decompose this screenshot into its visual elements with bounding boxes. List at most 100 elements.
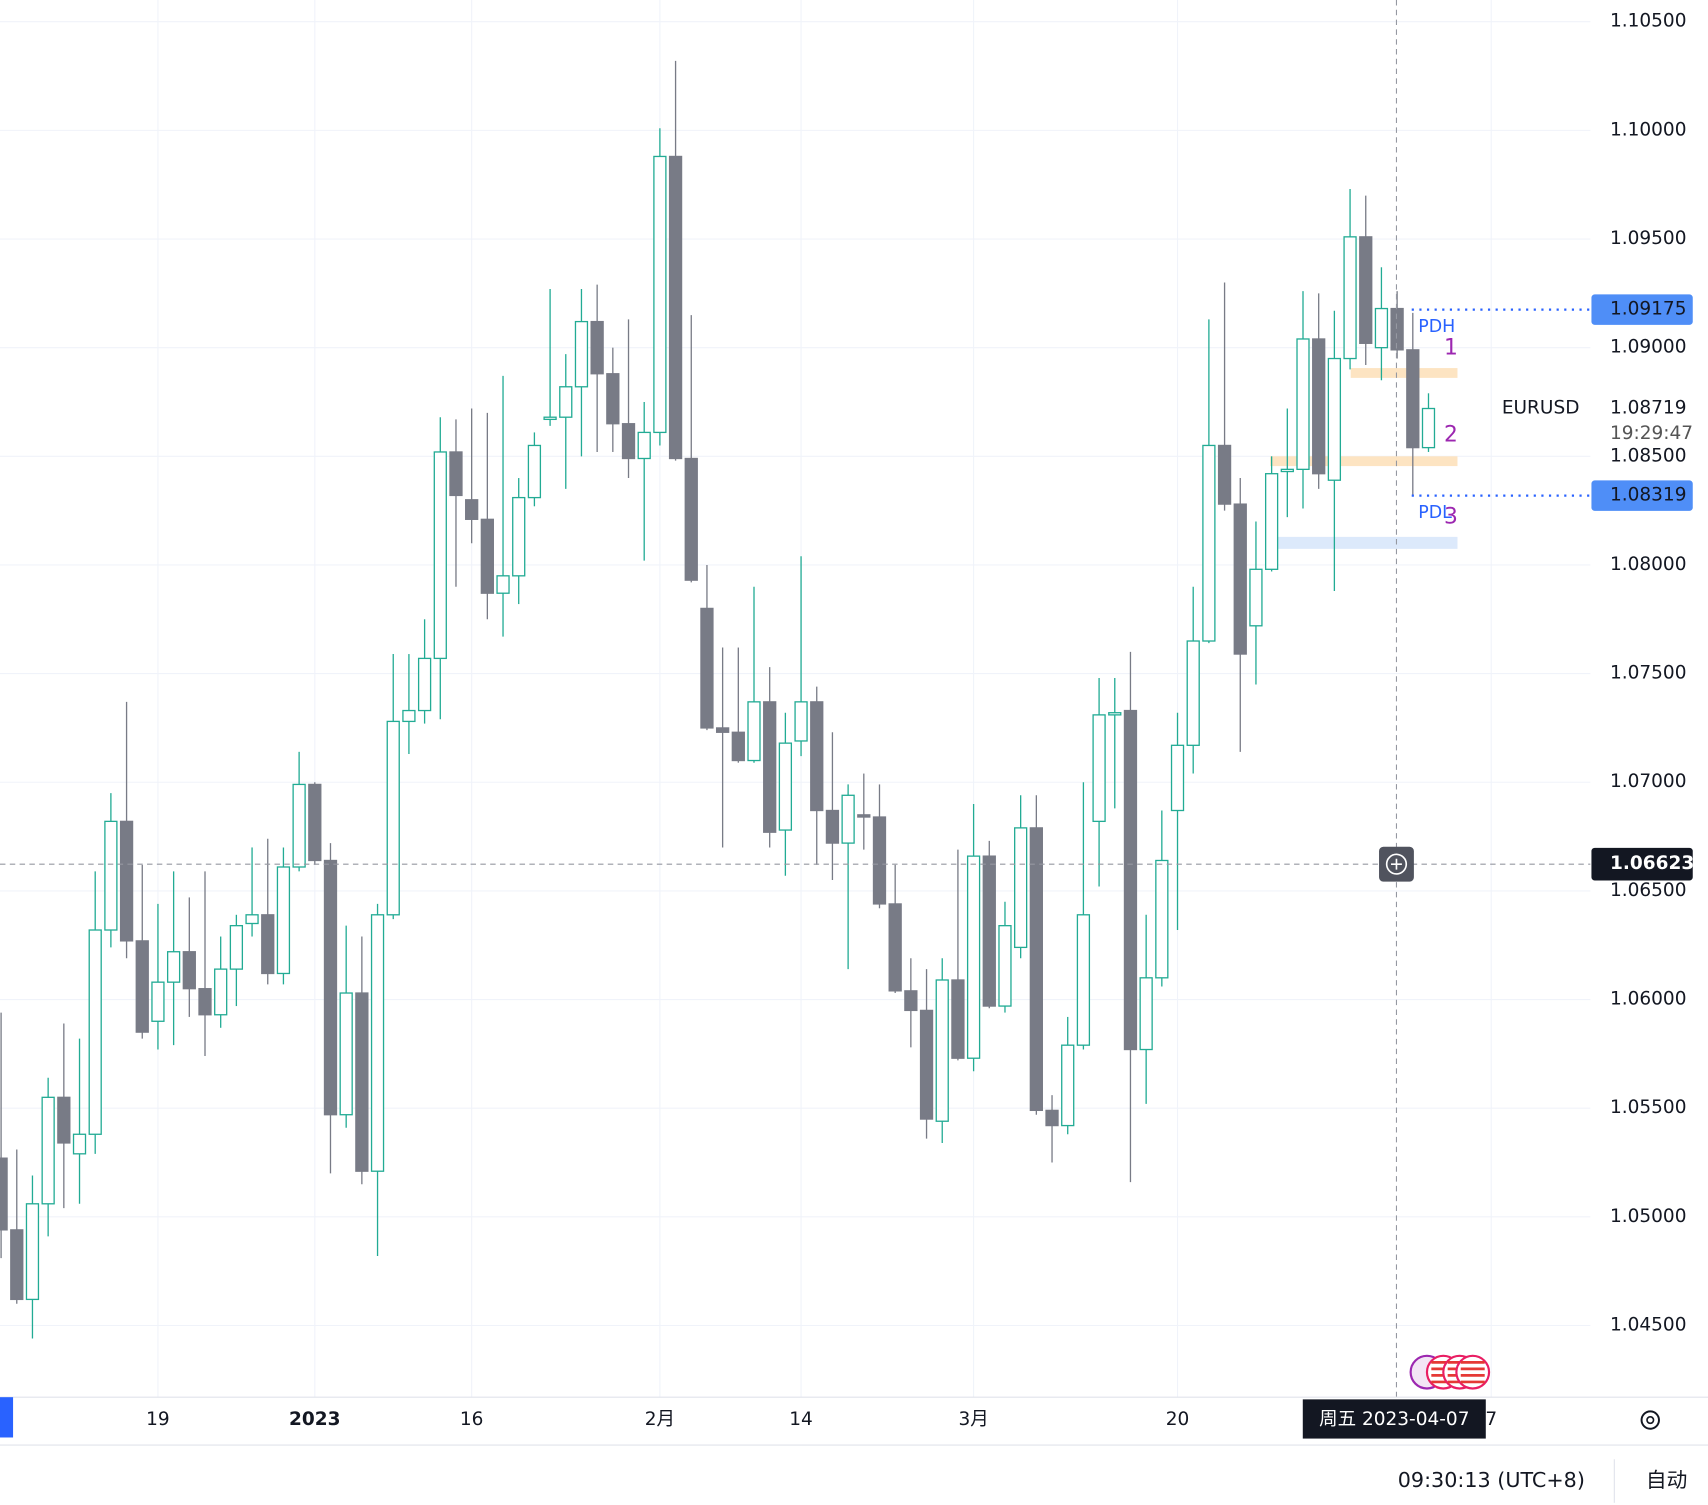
annotation: 1 — [1444, 335, 1458, 360]
candle-body — [935, 979, 949, 1122]
candle-body — [700, 607, 714, 729]
candle-body — [402, 709, 416, 723]
countdown: 19:29:47 — [1610, 423, 1693, 444]
candle-body — [57, 1096, 71, 1144]
settings-button[interactable] — [1640, 1410, 1660, 1430]
candle-body — [684, 457, 698, 581]
candle-body — [715, 727, 730, 733]
candle-body — [1233, 503, 1247, 655]
x-tick-label: 7 — [1485, 1409, 1497, 1430]
candle-body — [998, 925, 1012, 1007]
overlay: PDH 1.09175 PDL 1.08319 1 2 3 EURUSD 1.08719 19:2… — [0, 0, 1694, 1398]
candle-body — [951, 979, 965, 1059]
x-tick-label: 14 — [789, 1409, 813, 1430]
candle-body — [104, 820, 118, 931]
candle-body — [888, 903, 902, 992]
candle-body — [433, 451, 447, 660]
candle-body — [1421, 407, 1436, 449]
candle-body — [1045, 1109, 1059, 1127]
candle-body — [1139, 977, 1153, 1051]
candle-body — [386, 720, 400, 916]
crosshair-price-box — [1591, 847, 1693, 881]
candle-body — [88, 929, 102, 1135]
zone — [1350, 368, 1458, 378]
clock: 09:30:13 (UTC+8) — [1398, 1468, 1585, 1492]
candle-body — [1108, 712, 1122, 716]
candle-body — [417, 657, 432, 712]
candle-body — [668, 155, 683, 460]
annotation: 3 — [1444, 504, 1458, 529]
y-tick-label: 1.05500 — [1610, 1097, 1687, 1118]
candle-body — [135, 940, 149, 1033]
candle-body — [1155, 859, 1169, 979]
candle-body — [857, 814, 871, 818]
y-tick-label: 1.06500 — [1610, 880, 1687, 901]
candle-body — [339, 992, 353, 1116]
candle-body — [966, 855, 981, 1059]
candle-body — [25, 1203, 40, 1301]
candle-body — [166, 951, 181, 983]
price-label: 1.08319 — [1610, 485, 1687, 506]
scroll-marker[interactable] — [0, 1397, 14, 1438]
x-tick-label: 16 — [460, 1409, 484, 1430]
y-tick-label: 1.08000 — [1610, 554, 1687, 575]
candle-body — [41, 1096, 55, 1205]
candle-body — [731, 731, 745, 762]
price-label: 1.09175 — [1610, 299, 1687, 320]
candle-body — [308, 783, 322, 862]
crosshair-date-box — [1302, 1399, 1486, 1439]
candle-body — [621, 423, 636, 460]
y-tick-label: 1.05000 — [1610, 1206, 1687, 1227]
candle-body — [1264, 473, 1279, 570]
candle-body — [1014, 827, 1028, 949]
candle-body — [1123, 709, 1138, 1051]
y-tick-label: 1.09500 — [1610, 228, 1687, 249]
symbol-label: EURUSD — [1502, 398, 1580, 419]
candle-body — [747, 701, 761, 762]
annotation: 2 — [1444, 423, 1458, 448]
candle-body — [323, 859, 338, 1116]
price-label-box — [1591, 294, 1693, 325]
candle-body — [810, 701, 824, 812]
candle-body — [1406, 349, 1420, 449]
event-icon[interactable] — [1455, 1354, 1491, 1390]
candle-body — [496, 575, 510, 594]
candle-body — [794, 701, 808, 742]
candle-body — [1312, 338, 1326, 475]
zone — [1276, 536, 1458, 549]
candle-body — [182, 951, 196, 990]
scale-mode[interactable]: 自动 — [1646, 1468, 1687, 1492]
x-tick-label: 20 — [1166, 1409, 1190, 1430]
candle-body — [245, 914, 259, 925]
y-tick-label: 1.10500 — [1610, 11, 1687, 32]
y-tick-label: 1.09000 — [1610, 337, 1687, 358]
candle-body — [261, 914, 275, 975]
candle-body — [480, 518, 494, 594]
candle-body — [1390, 307, 1404, 351]
candle-body — [465, 499, 479, 520]
x-tick-label: 2023 — [289, 1409, 341, 1430]
candle-body — [825, 809, 840, 844]
candle-body — [0, 1157, 8, 1231]
candle-body — [1092, 714, 1106, 823]
candle-body — [1249, 568, 1263, 627]
candle-body — [355, 992, 369, 1172]
candle-body — [574, 320, 589, 388]
candle-body — [1343, 236, 1357, 360]
add-icon — [1385, 853, 1408, 875]
candle-body — [763, 701, 777, 833]
x-tick-label: 3月 — [958, 1409, 988, 1430]
candle-body — [72, 1133, 87, 1155]
y-tick-label: 1.07000 — [1610, 771, 1687, 792]
y-tick-label: 1.06000 — [1610, 989, 1687, 1010]
candle-body — [841, 794, 855, 844]
candle-body — [1374, 307, 1389, 349]
candle-body — [1170, 744, 1185, 812]
candle-body — [982, 855, 996, 1007]
price-line-name: PDL — [1418, 503, 1452, 523]
candle-body — [1202, 444, 1216, 642]
x-tick-label: 2月 — [645, 1409, 675, 1430]
